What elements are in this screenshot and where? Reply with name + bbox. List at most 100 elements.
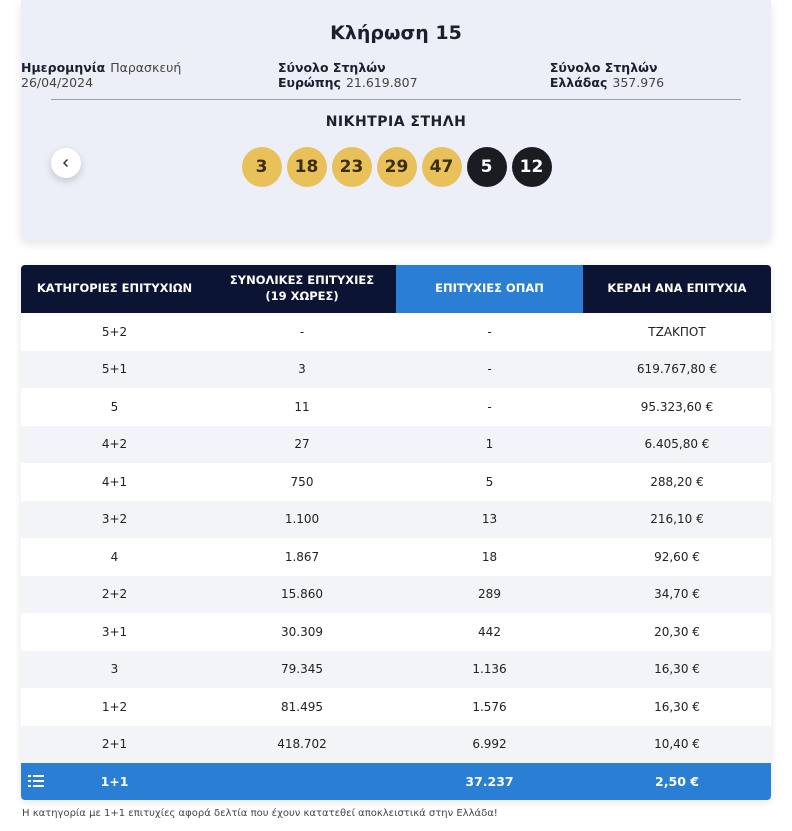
cell-prize: 288,20 € (650, 474, 704, 489)
cell-category: 2+1 (101, 737, 128, 752)
cell-opap-wins: - (487, 362, 492, 377)
divider (51, 99, 741, 100)
main-number-ball: 3 (241, 147, 282, 187)
cell-total-wins: 11 (294, 399, 310, 414)
header-categories: ΚΑΤΗΓΟΡΙΕΣ ΕΠΙΤΥΧΙΩΝ (21, 265, 208, 313)
draw-date-value: Παρασκευή 26/04/2024 (21, 60, 182, 90)
footnote: Η κατηγορία με 1+1 επιτυχίες αφορά δελτί… (22, 808, 498, 819)
table-row: 2+2 15.860 289 34,70 € (21, 575, 771, 613)
table-row: 3+2 1.100 13 216,10 € (21, 500, 771, 538)
draw-date-label: Ημερομηνία (21, 60, 106, 75)
cell-opap-wins: - (487, 324, 492, 339)
chevron-left-icon (62, 158, 69, 168)
results-table-header: ΚΑΤΗΓΟΡΙΕΣ ΕΠΙΤΥΧΙΩΝ ΣΥΝΟΛΙΚΕΣ ΕΠΙΤΥΧΙΕΣ… (21, 265, 771, 313)
cell-prize: 95.323,60 € (640, 399, 714, 414)
table-row: 4+1 750 5 288,20 € (21, 463, 771, 501)
table-row: 2+1 418.702 6.992 10,40 € (21, 725, 771, 763)
main-number-ball: 23 (331, 147, 372, 187)
cell-total-wins: 418.702 (277, 737, 327, 752)
cell-category: 5+1 (101, 362, 128, 377)
main-number-ball: 18 (286, 147, 327, 187)
cell-opap-wins: 1.576 (472, 699, 507, 714)
table-row: 5+2 - - ΤΖΑΚΠΟΤ (21, 313, 771, 351)
table-row: 4+2 27 1 6.405,80 € (21, 425, 771, 463)
cell-prize: 16,30 € (654, 699, 700, 714)
header-total-wins-line2: (19 ΧΩΡΕΣ) (265, 289, 339, 303)
cell-prize: 20,30 € (654, 624, 700, 639)
cell-total-wins: 27 (294, 437, 310, 452)
total-opap-wins: 37.237 (465, 774, 514, 789)
cell-total-wins: 3 (298, 362, 306, 377)
table-row: 5+1 3 - 619.767,80 € (21, 350, 771, 388)
cell-prize: 6.405,80 € (644, 437, 710, 452)
europe-total: Σύνολο Στηλών Ευρώπης 21.619.807 (278, 60, 524, 90)
cell-category: 5+2 (101, 324, 128, 339)
cell-category: 3+2 (101, 512, 128, 527)
cell-prize: 10,40 € (654, 737, 700, 752)
main-number-ball: 29 (376, 147, 417, 187)
header-total-wins-line1: ΣΥΝΟΛΙΚΕΣ ΕΠΙΤΥΧΙΕΣ (229, 273, 375, 288)
cell-opap-wins: - (487, 399, 492, 414)
total-prize: 2,50 € (655, 774, 699, 789)
cell-total-wins: 1.100 (284, 512, 320, 527)
cell-total-wins: 81.495 (281, 699, 323, 714)
cell-total-wins: 30.309 (281, 624, 323, 639)
cell-total-wins: 750 (290, 474, 314, 489)
header-total-wins: ΣΥΝΟΛΙΚΕΣ ΕΠΙΤΥΧΙΕΣ (19 ΧΩΡΕΣ) (208, 265, 396, 313)
previous-draw-button[interactable] (51, 148, 81, 178)
cell-prize: ΤΖΑΚΠΟΤ (648, 324, 706, 339)
cell-opap-wins: 5 (485, 474, 494, 489)
cell-prize: 92,60 € (654, 549, 700, 564)
cell-category: 5 (110, 399, 119, 414)
cell-opap-wins: 13 (481, 512, 498, 527)
cell-category: 4+1 (101, 474, 128, 489)
cell-category: 2+2 (101, 587, 128, 602)
table-row: 3 79.345 1.136 16,30 € (21, 650, 771, 688)
total-row: 1+1 37.237 2,50 € (21, 763, 771, 800)
cell-category: 1+2 (101, 699, 128, 714)
bonus-number-ball: 5 (466, 147, 507, 187)
winning-column-title: ΝΙΚΗΤΡΙΑ ΣΤΗΛΗ (325, 114, 467, 130)
winning-numbers: 3 18 23 29 47 5 12 (21, 147, 771, 187)
draw-date: Ημερομηνία Παρασκευή 26/04/2024 (21, 60, 252, 90)
bonus-number-ball: 12 (511, 147, 552, 187)
total-wins (208, 763, 396, 800)
europe-total-label: Σύνολο Στηλών Ευρώπης (277, 60, 386, 90)
cell-prize: 619.767,80 € (636, 362, 718, 377)
table-row: 5 11 - 95.323,60 € (21, 388, 771, 426)
results-table-body: 5+2 - - ΤΖΑΚΠΟΤ 5+1 3 - 619.767,80 € 5 11 - 95.323,… (21, 313, 771, 763)
greece-total: Σύνολο Στηλών Ελλάδας 357.976 (550, 60, 771, 90)
cell-category: 4 (110, 549, 119, 564)
cell-total-wins: - (299, 324, 305, 339)
cell-category: 3 (110, 662, 119, 677)
cell-opap-wins: 289 (478, 587, 501, 602)
main-number-ball: 47 (421, 147, 462, 187)
europe-total-value: 21.619.807 (345, 75, 418, 90)
cell-prize: 34,70 € (654, 587, 700, 602)
total-category: 1+1 (100, 774, 129, 789)
cell-opap-wins: 1.136 (472, 662, 507, 677)
table-row: 3+1 30.309 442 20,30 € (21, 613, 771, 651)
draw-title: Κλήρωση 15 (330, 22, 462, 44)
table-row: 1+2 81.495 1.576 16,30 € (21, 688, 771, 726)
greece-total-label: Σύνολο Στηλών Ελλάδας (549, 60, 658, 90)
cell-category: 3+1 (101, 624, 128, 639)
draw-meta: Ημερομηνία Παρασκευή 26/04/2024 Σύνολο Στ… (21, 60, 771, 90)
cell-total-wins: 1.867 (284, 549, 320, 564)
cell-prize: 216,10 € (650, 512, 704, 527)
table-row: 4 1.867 18 92,60 € (21, 538, 771, 576)
cell-total-wins: 15.860 (281, 587, 323, 602)
cell-opap-wins: 18 (481, 549, 498, 564)
cell-opap-wins: 6.992 (472, 737, 507, 752)
greece-total-value: 357.976 (612, 75, 665, 90)
header-prize-per-win: ΚΕΡΔΗ ΑΝΑ ΕΠΙΤΥΧΙΑ (583, 265, 771, 313)
cell-prize: 16,30 € (654, 662, 700, 677)
cell-opap-wins: 442 (478, 624, 501, 639)
list-numbers-icon (28, 775, 44, 787)
header-opap-wins: ΕΠΙΤΥΧΙΕΣ ΟΠΑΠ (396, 265, 583, 313)
cell-category: 4+2 (101, 437, 128, 452)
cell-total-wins: 79.345 (281, 662, 323, 677)
draw-card: Κλήρωση 15 Ημερομηνία Παρασκευή 26/04/202… (21, 0, 771, 240)
results-table: ΚΑΤΗΓΟΡΙΕΣ ΕΠΙΤΥΧΙΩΝ ΣΥΝΟΛΙΚΕΣ ΕΠΙΤΥΧΙΕΣ… (21, 265, 771, 800)
cell-opap-wins: 1 (485, 437, 494, 452)
